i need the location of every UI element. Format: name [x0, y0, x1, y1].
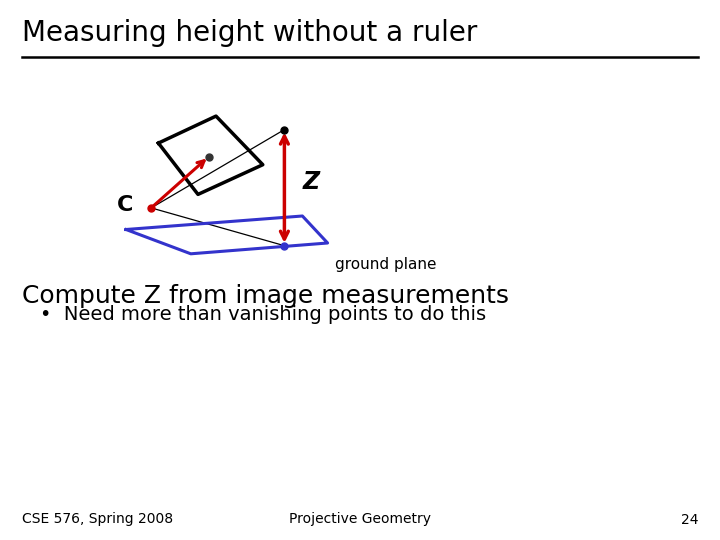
Text: Measuring height without a ruler: Measuring height without a ruler — [22, 19, 477, 47]
Text: Compute Z from image measurements: Compute Z from image measurements — [22, 284, 508, 307]
Text: ground plane: ground plane — [335, 256, 436, 272]
Text: C: C — [117, 195, 133, 215]
Text: 24: 24 — [681, 512, 698, 526]
Text: Projective Geometry: Projective Geometry — [289, 512, 431, 526]
Text: Z: Z — [302, 170, 320, 194]
Text: CSE 576, Spring 2008: CSE 576, Spring 2008 — [22, 512, 173, 526]
Text: •  Need more than vanishing points to do this: • Need more than vanishing points to do … — [40, 305, 486, 324]
